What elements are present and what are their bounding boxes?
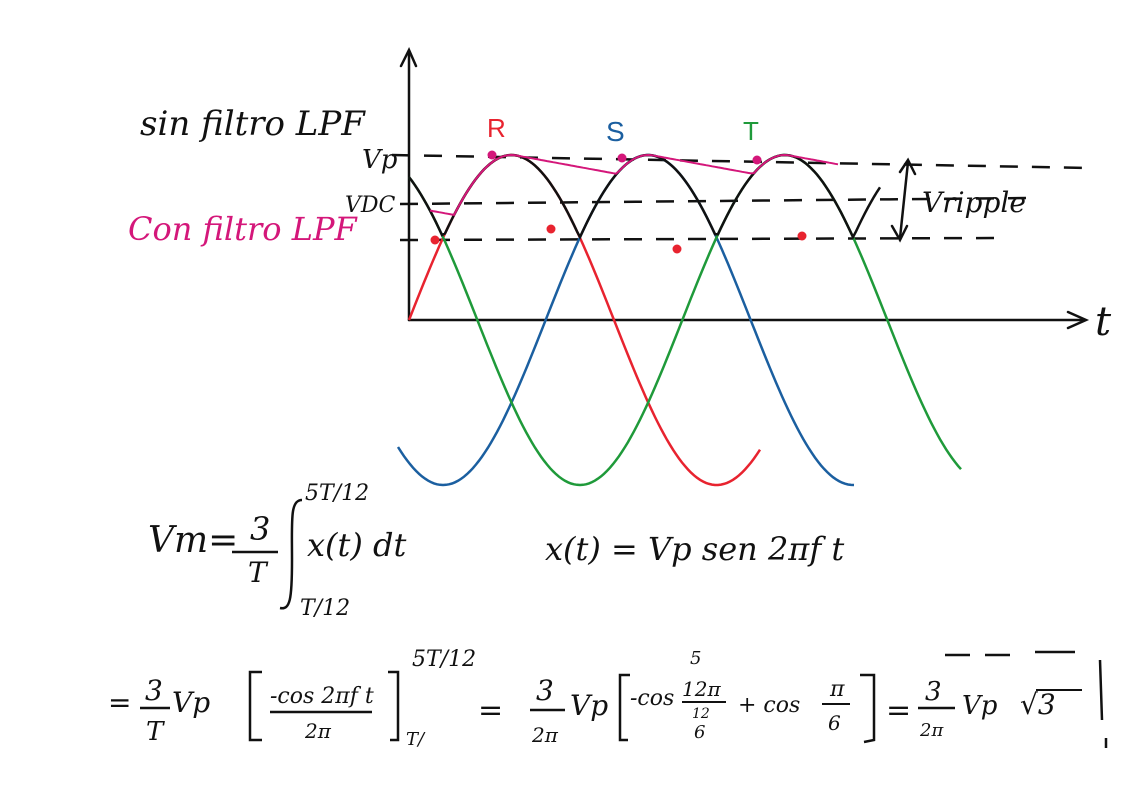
- phase-s-label: S: [606, 116, 625, 147]
- vm-num: 3: [250, 510, 270, 548]
- marker-dot: [487, 150, 497, 160]
- pi6-den: 6: [828, 711, 841, 735]
- line2-b-left-bracket: [618, 673, 630, 742]
- equation-result: = 3 T Vp -cos 2πf t 2π 5T/12 T/ = 3 2π V…: [108, 647, 1108, 750]
- marker-dot: [672, 244, 682, 254]
- marker-dot: [546, 224, 556, 234]
- line2-a-den: T: [146, 717, 165, 747]
- marker-dot: [797, 231, 807, 241]
- axes: [399, 47, 1090, 330]
- marker-dot: [430, 235, 440, 245]
- y-axis-arrow: [399, 47, 418, 68]
- integral-sign: [279, 498, 303, 610]
- xt-definition: x(t) = Vp sen 2πf t: [545, 530, 844, 568]
- frac-5: 5: [690, 648, 701, 669]
- line2-lower: T/: [406, 729, 426, 750]
- line2-a-num: 3: [145, 674, 163, 707]
- vp-label: Vp: [362, 145, 398, 175]
- con-filtro-label: Con filtro LPF: [128, 210, 358, 248]
- int-lower: T/12: [300, 596, 350, 621]
- ripple-arrow: [890, 157, 917, 243]
- line2-eq1: =: [478, 693, 503, 728]
- frac-mid: 12: [692, 706, 710, 722]
- frac-num: 12π: [682, 677, 721, 701]
- pi6-num: π: [829, 677, 845, 702]
- right-tick: [1098, 659, 1108, 748]
- vp-level: [391, 153, 1091, 170]
- res-den: 2π: [919, 720, 944, 741]
- unfiltered-envelope: [408, 153, 882, 240]
- line2-left-bracket: [248, 670, 262, 742]
- peak-valley-markers: [430, 150, 807, 254]
- vripple-label: Vripple: [922, 186, 1026, 219]
- vm-lhs: Vm=: [148, 520, 238, 561]
- vmin-level: [399, 236, 1001, 242]
- vm-den: T: [248, 556, 269, 589]
- plus-cos: + cos: [738, 693, 800, 718]
- integrand: x(t) dt: [307, 526, 407, 564]
- line2-b-right-bracket: [860, 673, 876, 744]
- x-axis-arrow: [1066, 310, 1090, 330]
- equation-vm: Vm= 3 T 5T/12 T/12 x(t) dt x(t) = Vp sen…: [148, 481, 844, 621]
- dashed-top-marks: [945, 650, 1075, 657]
- line2-eq0: =: [108, 686, 131, 719]
- line2-b-num: 3: [536, 674, 554, 707]
- t-axis-label: t: [1095, 299, 1112, 345]
- res-vp: Vp: [962, 691, 998, 721]
- line2-right-bracket: [388, 670, 400, 742]
- int-upper: 5T/12: [305, 481, 369, 506]
- line2-eq2: =: [886, 693, 911, 728]
- line2-cos-num: -cos 2πf t: [270, 684, 374, 709]
- line2-b-vp: Vp: [570, 689, 608, 722]
- frac-den: 6: [694, 722, 705, 743]
- phase-t-curve: [408, 153, 962, 487]
- res-num: 3: [925, 677, 942, 707]
- res-sqrt: √3: [1020, 688, 1056, 721]
- bracket-cos1: -cos: [630, 686, 674, 711]
- vdc-label: VDC: [345, 193, 396, 218]
- filtered-output-curve: [429, 153, 839, 217]
- phase-t-label: T: [743, 116, 759, 146]
- line2-vp: Vp: [172, 686, 210, 719]
- marker-dot: [617, 153, 627, 163]
- line2-upper: 5T/12: [412, 647, 476, 672]
- dashed-levels: [391, 153, 1091, 242]
- line2-b-den: 2π: [531, 723, 559, 747]
- sin-filtro-label: sin filtro LPF: [140, 104, 366, 144]
- phase-r-label: R: [487, 113, 506, 143]
- marker-dot: [752, 155, 762, 165]
- line2-cos-den: 2π: [304, 719, 332, 743]
- vdc-level: [399, 196, 1031, 206]
